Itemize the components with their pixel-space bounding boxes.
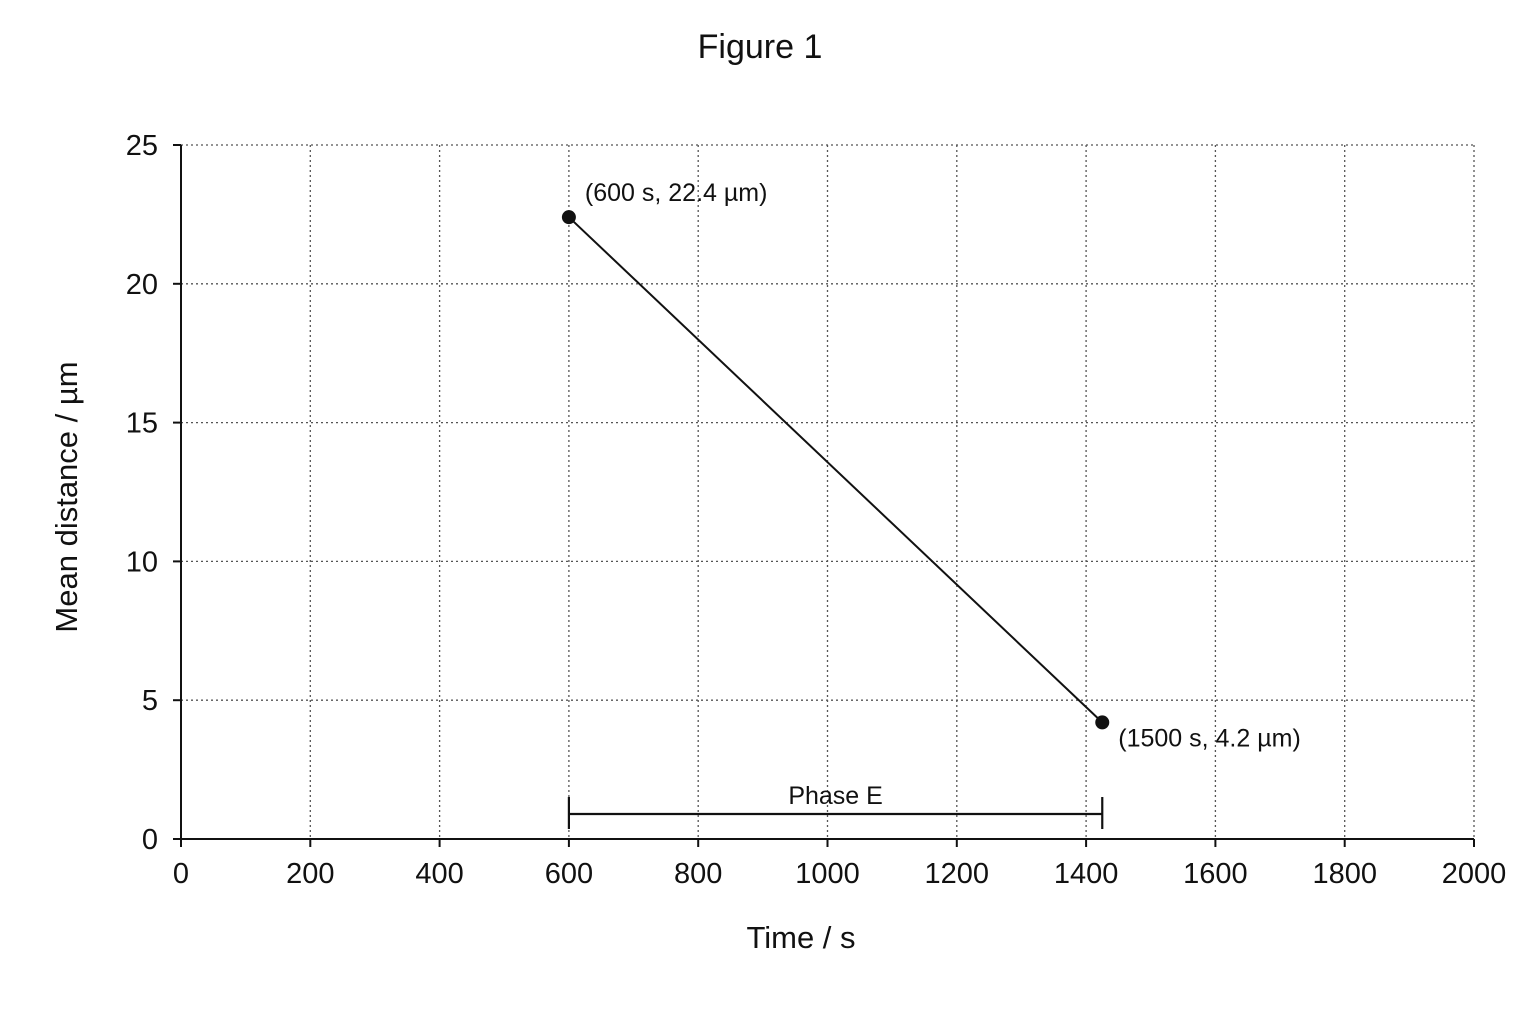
chart-title: Figure 1 [698, 28, 823, 66]
y-tick-label: 5 [142, 685, 158, 717]
y-tick-label: 0 [142, 824, 158, 856]
x-tick-label: 0 [173, 858, 189, 890]
x-tick-label: 1800 [1312, 858, 1377, 890]
x-tick-label: 1400 [1054, 858, 1119, 890]
x-tick-label: 2000 [1442, 858, 1507, 890]
x-tick-label: 1200 [925, 858, 990, 890]
point-annotations: (600 s, 22.4 µm) (1500 s, 4.2 µm) [585, 179, 1301, 752]
grid-lines [181, 144, 1475, 839]
x-tick-label: 200 [286, 858, 334, 890]
y-tick-label: 15 [126, 408, 158, 440]
phase-range-marker: Phase E [567, 782, 1104, 830]
x-tick-label: 800 [674, 858, 722, 890]
data-series [561, 210, 1110, 730]
x-axis-label: Time / s [746, 920, 855, 955]
y-axis-label: Mean distance / µm [49, 361, 84, 632]
x-tick-label: 1000 [795, 858, 860, 890]
x-tick-label: 1600 [1183, 858, 1248, 890]
y-tick-label: 20 [126, 269, 158, 301]
y-axis-ticks: 0 5 10 15 20 25 [126, 130, 181, 856]
x-tick-label: 400 [415, 858, 463, 890]
y-tick-label: 25 [126, 130, 158, 162]
x-axis-ticks: 0 200 400 600 800 1000 1200 1400 1600 1800 2000 [173, 839, 1506, 890]
data-point [561, 210, 576, 225]
phase-label: Phase E [788, 782, 883, 810]
point-annotation: (600 s, 22.4 µm) [585, 179, 768, 207]
series-line [568, 216, 1103, 724]
point-annotation: (1500 s, 4.2 µm) [1118, 724, 1301, 752]
x-tick-label: 600 [545, 858, 593, 890]
data-point [1095, 715, 1110, 730]
y-tick-label: 10 [126, 546, 158, 578]
